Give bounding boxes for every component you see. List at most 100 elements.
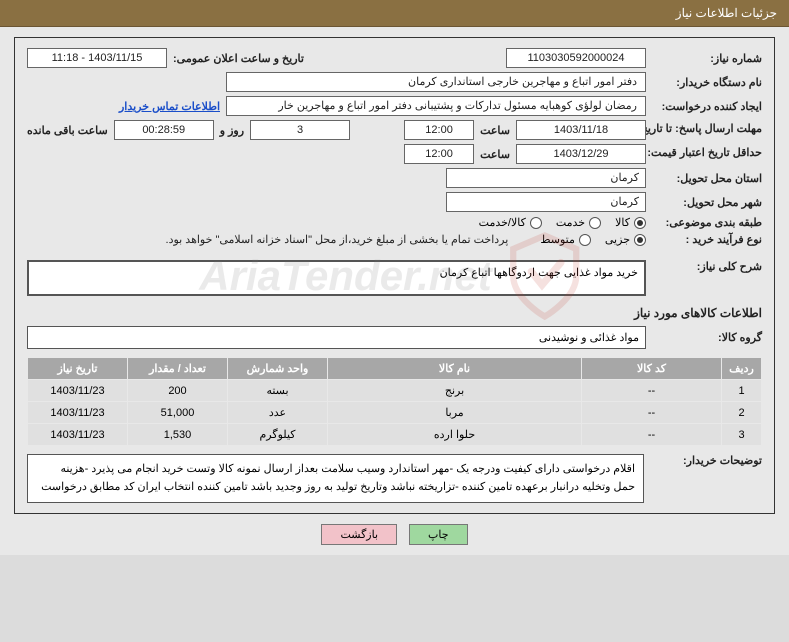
category-radio-label-0: کالا: [615, 216, 630, 229]
action-buttons: چاپ بازگشت: [14, 524, 775, 545]
price-validity-time: 12:00: [404, 144, 474, 164]
table-cell: 1403/11/23: [28, 380, 128, 402]
radio-circle-icon: [634, 217, 646, 229]
delivery-city-value: کرمان: [446, 192, 646, 212]
row-delivery-city: شهر محل تحویل: کرمان: [27, 192, 762, 212]
back-button[interactable]: بازگشت: [321, 524, 397, 545]
row-reply-deadline: مهلت ارسال پاسخ: تا تاریخ: 1403/11/18 سا…: [27, 120, 762, 140]
reply-time-label: ساعت: [480, 124, 510, 137]
table-cell: 200: [128, 380, 228, 402]
buyer-org-label: نام دستگاه خریدار:: [652, 76, 762, 89]
purchase-process-note: پرداخت تمام یا بخشی از مبلغ خرید،از محل …: [166, 233, 509, 246]
items-col-2: نام کالا: [328, 358, 582, 380]
details-fieldset: AriaTender.net شماره نیاز: 1103030592000…: [14, 37, 775, 514]
category-radio-2[interactable]: کالا/خدمت: [479, 216, 542, 229]
table-row: 1--برنجبسته2001403/11/23: [28, 380, 762, 402]
process-radio-0[interactable]: جزیی: [605, 233, 646, 246]
table-cell: برنج: [328, 380, 582, 402]
items-table-head: ردیفکد کالانام کالاواحد شمارشتعداد / مقد…: [28, 358, 762, 380]
requester-label: ایجاد کننده درخواست:: [652, 100, 762, 113]
table-cell: عدد: [228, 402, 328, 424]
buyer-notes-value: اقلام درخواستی دارای کیفیت ودرجه یک -مهر…: [27, 454, 644, 503]
category-radio-label-2: کالا/خدمت: [479, 216, 526, 229]
table-row: 2--مرباعدد51,0001403/11/23: [28, 402, 762, 424]
reply-days-label: روز و: [220, 124, 244, 137]
table-cell: 1403/11/23: [28, 424, 128, 446]
items-heading: اطلاعات کالاهای مورد نیاز: [27, 306, 762, 320]
requester-value: رمضان لولؤی کوهبایه مسئول تدارکات و پشتی…: [226, 96, 646, 116]
buyer-org-value: دفتر امور اتباع و مهاجرین خارجی استاندار…: [226, 72, 646, 92]
need-desc-value: خرید مواد غذایی جهت اردوگاهها اتباع کرما…: [27, 260, 646, 296]
radio-circle-icon: [579, 234, 591, 246]
radio-circle-icon: [530, 217, 542, 229]
table-cell: 1,530: [128, 424, 228, 446]
table-cell: --: [582, 424, 722, 446]
delivery-city-label: شهر محل تحویل:: [652, 196, 762, 209]
row-purchase-process: نوع فرآیند خرید : جزیی متوسط پرداخت تمام …: [27, 233, 762, 246]
process-radio-label-1: متوسط: [540, 233, 575, 246]
row-delivery-province: استان محل تحویل: کرمان: [27, 168, 762, 188]
items-col-4: تعداد / مقدار: [128, 358, 228, 380]
process-radio-1[interactable]: متوسط: [540, 233, 591, 246]
items-table: ردیفکد کالانام کالاواحد شمارشتعداد / مقد…: [27, 357, 762, 446]
table-cell: 3: [722, 424, 762, 446]
need-desc-label: شرح کلی نیاز:: [652, 260, 762, 273]
row-need-number: شماره نیاز: 1103030592000024 تاریخ و ساع…: [27, 48, 762, 68]
reply-deadline-date: 1403/11/18: [516, 120, 646, 140]
row-requester: ایجاد کننده درخواست: رمضان لولؤی کوهبایه…: [27, 96, 762, 116]
process-radio-label-0: جزیی: [605, 233, 630, 246]
radio-circle-icon: [589, 217, 601, 229]
reply-countdown: 00:28:59: [114, 120, 214, 140]
category-radio-0[interactable]: کالا: [615, 216, 646, 229]
contact-buyer-link[interactable]: اطلاعات تماس خریدار: [119, 100, 220, 113]
reply-days: 3: [250, 120, 350, 140]
content-area: AriaTender.net شماره نیاز: 1103030592000…: [0, 27, 789, 555]
table-cell: 2: [722, 402, 762, 424]
reply-remain-label: ساعت باقی مانده: [27, 124, 108, 137]
items-col-5: تاریخ نیاز: [28, 358, 128, 380]
items-col-3: واحد شمارش: [228, 358, 328, 380]
table-cell: 1403/11/23: [28, 402, 128, 424]
reply-deadline-label: مهلت ارسال پاسخ: تا تاریخ:: [652, 123, 762, 136]
row-category: طبقه بندی موضوعی: کالا خدمت کالا/خدمت: [27, 216, 762, 229]
table-cell: حلوا ارده: [328, 424, 582, 446]
main-panel: جزئیات اطلاعات نیاز AriaTender.net شماره…: [0, 0, 789, 555]
purchase-process-label: نوع فرآیند خرید :: [652, 233, 762, 246]
items-table-body: 1--برنجبسته2001403/11/232--مرباعدد51,000…: [28, 380, 762, 446]
item-group-label: گروه کالا:: [652, 331, 762, 344]
category-radio-1[interactable]: خدمت: [556, 216, 601, 229]
price-validity-label: حداقل تاریخ اعتبار قیمت: تا تاریخ:: [652, 147, 762, 160]
reply-deadline-time: 12:00: [404, 120, 474, 140]
table-cell: مربا: [328, 402, 582, 424]
row-buyer-org: نام دستگاه خریدار: دفتر امور اتباع و مها…: [27, 72, 762, 92]
table-cell: بسته: [228, 380, 328, 402]
price-validity-date: 1403/12/29: [516, 144, 646, 164]
delivery-province-label: استان محل تحویل:: [652, 172, 762, 185]
row-price-validity: حداقل تاریخ اعتبار قیمت: تا تاریخ: 1403/…: [27, 144, 762, 164]
table-row: 3--حلوا اردهکیلوگرم1,5301403/11/23: [28, 424, 762, 446]
category-label: طبقه بندی موضوعی:: [652, 216, 762, 229]
table-cell: کیلوگرم: [228, 424, 328, 446]
table-cell: --: [582, 402, 722, 424]
table-cell: 1: [722, 380, 762, 402]
items-col-0: ردیف: [722, 358, 762, 380]
purchase-process-radio-group: جزیی متوسط: [540, 233, 646, 246]
category-radio-label-1: خدمت: [556, 216, 585, 229]
table-cell: --: [582, 380, 722, 402]
title-bar: جزئیات اطلاعات نیاز: [0, 0, 789, 27]
announce-date-label: تاریخ و ساعت اعلان عمومی:: [173, 52, 304, 65]
row-item-group: گروه کالا: مواد غذائی و نوشیدنی: [27, 326, 762, 349]
row-need-desc: شرح کلی نیاز: خرید مواد غذایی جهت اردوگا…: [27, 260, 762, 296]
category-radio-group: کالا خدمت کالا/خدمت: [479, 216, 646, 229]
price-time-label: ساعت: [480, 148, 510, 161]
radio-circle-icon: [634, 234, 646, 246]
need-no-label: شماره نیاز:: [652, 52, 762, 65]
print-button[interactable]: چاپ: [409, 524, 468, 545]
delivery-province-value: کرمان: [446, 168, 646, 188]
announce-date-value: 1403/11/15 - 11:18: [27, 48, 167, 68]
table-cell: 51,000: [128, 402, 228, 424]
item-group-value: مواد غذائی و نوشیدنی: [27, 326, 646, 349]
items-col-1: کد کالا: [582, 358, 722, 380]
need-no-value: 1103030592000024: [506, 48, 646, 68]
row-buyer-notes: توضیحات خریدار: اقلام درخواستی دارای کیف…: [27, 454, 762, 503]
